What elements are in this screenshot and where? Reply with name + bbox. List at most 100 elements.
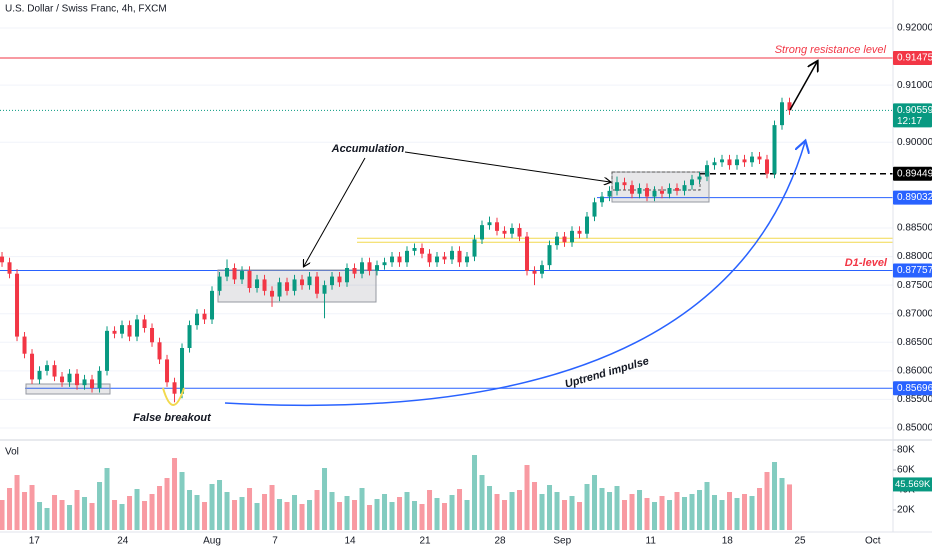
volume-bar	[329, 492, 335, 530]
volume-bar	[262, 494, 268, 530]
candle-body	[555, 236, 560, 246]
price-tag-label: 0.89449	[897, 168, 932, 179]
candle-body	[337, 276, 342, 283]
volume-bar	[449, 495, 455, 530]
candle-body	[375, 265, 380, 271]
volume-bar	[464, 500, 470, 530]
volume-bar	[149, 494, 155, 530]
countdown: 12:17	[897, 116, 922, 127]
candle-body	[532, 270, 537, 274]
candle-body	[67, 373, 72, 383]
candle-body	[420, 248, 425, 254]
y-tick-label: 0.87500	[897, 280, 932, 291]
volume-bar	[547, 485, 553, 530]
x-tick-label: 17	[29, 536, 41, 547]
price-tag	[893, 381, 932, 396]
candle-body	[315, 276, 320, 294]
volume-bar	[472, 455, 478, 530]
candle-body	[607, 190, 612, 197]
candle-body	[502, 230, 507, 234]
volume-bar	[749, 496, 755, 530]
candle-body	[202, 313, 207, 320]
price-tag	[893, 166, 932, 181]
volume-tag	[893, 477, 932, 492]
candle-body	[652, 190, 657, 197]
candle-body	[172, 382, 177, 394]
candle-body	[97, 370, 102, 388]
candle-body	[525, 236, 530, 271]
candle-body	[600, 196, 605, 203]
arrow	[304, 157, 366, 266]
volume-bar	[374, 499, 380, 530]
axes: 17 24 Aug 7 14 21 28 Sep 11 18 25 Oct 0.92000 0.91000…	[29, 23, 932, 547]
candle-body	[255, 279, 260, 288]
volume-bar	[419, 504, 425, 530]
volume-tag-label: 45.569K	[895, 479, 931, 490]
candle-body	[547, 245, 552, 266]
y-tick-label: 0.86500	[897, 337, 932, 348]
candle-body	[307, 276, 312, 286]
candle-body	[352, 268, 357, 274]
volume-bar	[29, 485, 35, 530]
candle-body	[667, 188, 672, 194]
candle-body	[765, 159, 770, 174]
volume-bar	[119, 504, 125, 530]
volume-bar	[104, 468, 110, 530]
volume-bar	[127, 496, 133, 530]
y-tick-label: 0.88000	[897, 251, 932, 262]
volume-bar	[22, 492, 28, 530]
volume-bar	[37, 502, 43, 530]
volume-bar	[254, 503, 260, 530]
range-box	[25, 383, 111, 395]
volume-bar	[712, 495, 718, 530]
candle-body	[772, 125, 777, 174]
volume-bar	[217, 480, 223, 530]
volume-bar	[772, 462, 778, 530]
volume-bar	[659, 496, 665, 530]
x-tick-label: 21	[419, 536, 431, 547]
volume-bar	[509, 492, 515, 530]
x-tick-label: 25	[794, 536, 806, 547]
candle-body	[210, 290, 215, 320]
range-box	[611, 171, 710, 203]
volume-bar	[97, 482, 103, 530]
candle-body	[262, 279, 267, 291]
arrow	[404, 151, 610, 182]
candle-body	[270, 290, 275, 297]
volume-bar	[554, 492, 560, 530]
price-tag	[893, 51, 932, 65]
annotation: False breakout	[133, 412, 212, 424]
candle-body	[292, 279, 297, 291]
x-tick-label: 24	[117, 536, 129, 547]
volume-bar	[764, 472, 770, 530]
candle-body	[150, 328, 155, 343]
volume-tick-label: 80K	[897, 445, 915, 456]
volume-bar	[457, 489, 463, 530]
volume-bar	[689, 494, 695, 530]
candle-body	[622, 182, 627, 186]
volume-bar	[434, 498, 440, 530]
candle-body	[682, 185, 687, 191]
candle-body	[487, 222, 492, 226]
last-price-label: 0.90559	[897, 105, 932, 116]
volume-bar	[164, 478, 170, 530]
candle-body	[187, 325, 192, 348]
x-tick-label: 14	[344, 536, 356, 547]
price-tag-label: 0.91475	[897, 53, 932, 64]
volume-bar	[389, 502, 395, 530]
volume-bar	[562, 500, 568, 530]
arrow	[789, 62, 817, 111]
candle-body	[360, 262, 365, 274]
candle-body	[330, 276, 335, 286]
volume-bar	[142, 501, 148, 530]
volume-bar	[187, 490, 193, 530]
candle-body	[427, 253, 432, 263]
candle-body	[742, 159, 747, 163]
candle-body	[382, 262, 387, 266]
volume-bar	[322, 468, 328, 530]
annotation: D1-level	[845, 257, 888, 269]
x-tick-label: 18	[722, 536, 734, 547]
volume-bar	[734, 498, 740, 530]
volume-tick-label: 20K	[897, 505, 915, 516]
candle-body	[690, 179, 695, 186]
